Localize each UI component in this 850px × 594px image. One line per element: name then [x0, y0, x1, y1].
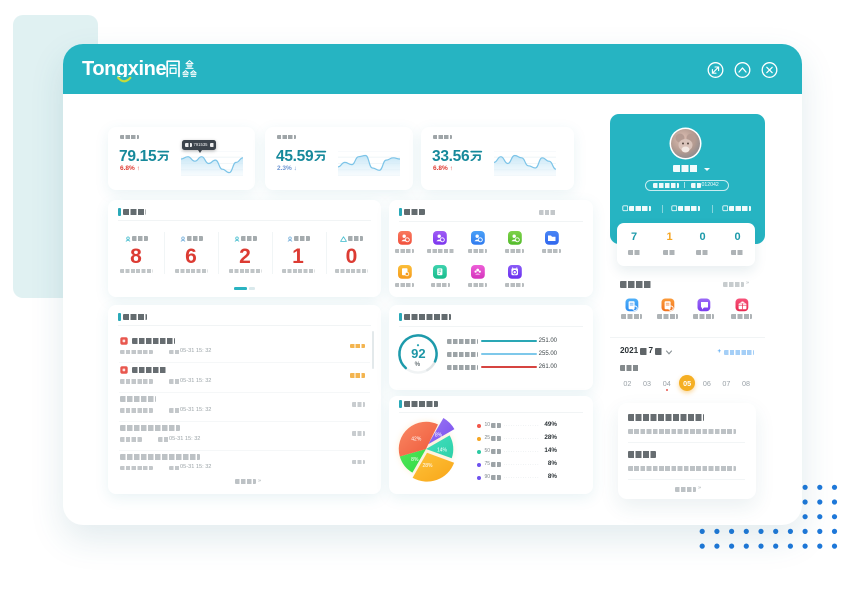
svg-text:8%: 8%	[412, 457, 420, 463]
svg-text:28%: 28%	[423, 463, 434, 469]
svg-text:14%: 14%	[437, 448, 448, 454]
svg-text:42%: 42%	[412, 437, 423, 443]
svg-text:8%: 8%	[435, 433, 443, 439]
